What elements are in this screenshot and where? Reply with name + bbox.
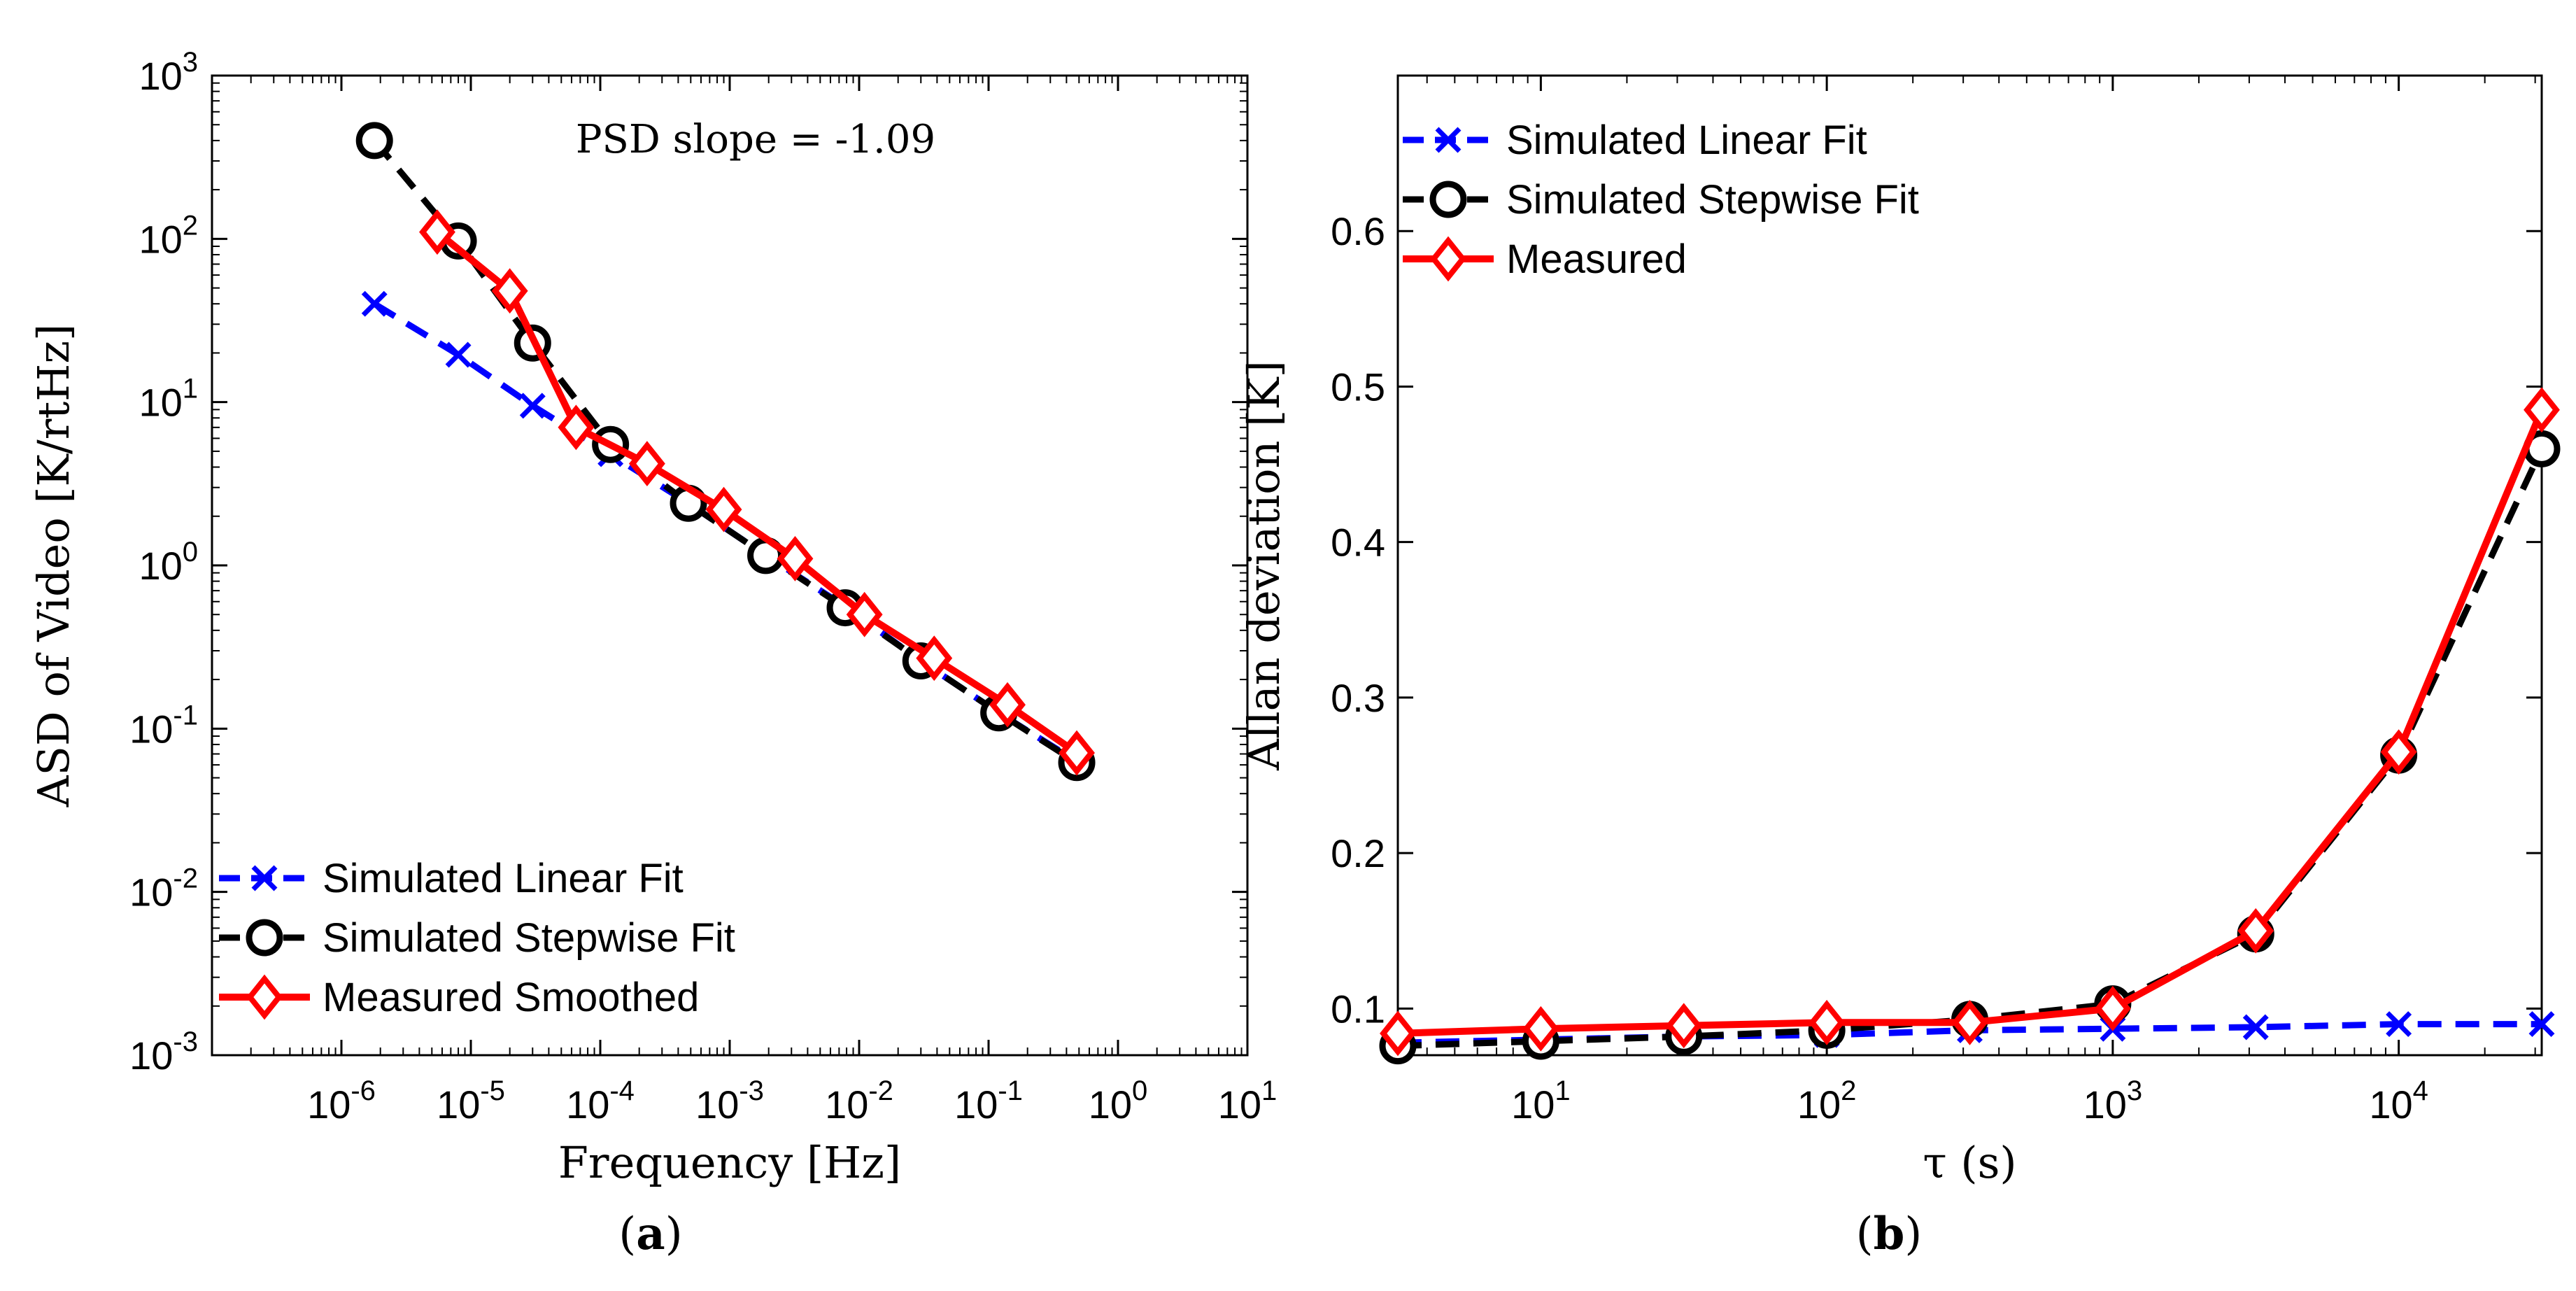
x-tick-label: 10-4	[566, 1075, 635, 1127]
data-point	[355, 122, 393, 160]
data-point	[1059, 730, 1095, 776]
legend-swatch-marker	[246, 919, 283, 957]
y-tick-label: 0.4	[1331, 521, 1385, 565]
x-axis: 101 102 103 104	[1426, 76, 2536, 1127]
legend-swatch-marker-b	[251, 865, 278, 891]
x-tick-label: 101	[1218, 1075, 1278, 1127]
series-simulated-stepwise-fit	[1379, 430, 2561, 1065]
legend-label: Simulated Linear Fit	[1506, 118, 1867, 163]
x-tick-label: 10-1	[954, 1075, 1023, 1127]
y-tick-label: 0.6	[1331, 209, 1385, 253]
data-point-b	[445, 341, 472, 368]
panel-caption: (b)	[1856, 1208, 1923, 1260]
y-tick-label: 10-1	[129, 700, 198, 751]
legend: Simulated Linear Fit Simulated Stepwise F…	[1403, 118, 1919, 282]
y-tick-label: 101	[139, 374, 198, 425]
x-tick-label: 103	[2083, 1075, 2143, 1127]
legend-label: Simulated Linear Fit	[323, 856, 684, 901]
data-point	[628, 441, 665, 486]
x-tick-label: 10-3	[695, 1075, 764, 1127]
y-tick-label: 100	[139, 537, 198, 588]
x-tick-label: 101	[1511, 1075, 1571, 1127]
plot-area	[211, 74, 1249, 1057]
series-line	[1397, 408, 2545, 1037]
data-point	[916, 635, 953, 682]
legend-label: Simulated Stepwise Fit	[1506, 177, 1919, 223]
legend-label: Simulated Stepwise Fit	[323, 915, 735, 961]
series-measured-smoothed	[419, 209, 1095, 776]
y-axis: 0.1 0.2 0.3 0.4 0.5 0.6	[1331, 209, 2542, 1031]
x-tick-label: 10-5	[437, 1075, 505, 1127]
data-point	[558, 404, 595, 451]
data-point-b	[2386, 1011, 2412, 1038]
x-axis: 10-6 10-5 10-4 10-3 10-2 10-1 100 101	[250, 76, 1278, 1127]
data-point	[2524, 387, 2560, 433]
data-point	[846, 591, 883, 637]
legend-swatch-marker	[246, 974, 283, 1020]
y-axis-label: ASD of Video [K/rtHz]	[28, 324, 79, 807]
data-point	[777, 535, 814, 581]
data-point-b	[519, 393, 546, 419]
x-tick-label: 100	[1089, 1075, 1148, 1127]
data-point	[2237, 908, 2274, 954]
data-point	[705, 486, 742, 532]
data-point	[1809, 999, 1846, 1045]
series-measured	[1380, 387, 2560, 1057]
x-tick-label: 104	[2369, 1075, 2428, 1127]
y-tick-label: 10-2	[129, 863, 198, 915]
series-line	[434, 229, 1079, 756]
chart-panel-b: 101 102 103 104 0.1 0.2 0.3 0.4 0.5 0.6 τ (s) Allan…	[1238, 74, 2561, 1260]
y-axis-label: Allan deviation [K]	[1238, 360, 1289, 771]
data-point	[1522, 1006, 1559, 1052]
legend-label: Measured	[1506, 237, 1687, 282]
y-tick-label: 10-3	[129, 1027, 198, 1078]
y-tick-label: 0.5	[1331, 365, 1385, 409]
x-tick-label: 10-6	[307, 1075, 376, 1127]
y-tick-label: 103	[139, 47, 198, 98]
data-point	[1665, 1003, 1702, 1049]
series-line	[1397, 447, 2545, 1050]
panel-caption: (a)	[618, 1208, 682, 1260]
legend-label: Measured Smoothed	[323, 975, 699, 1020]
plot-area	[1396, 74, 2543, 1057]
data-point-b	[2528, 1011, 2555, 1038]
x-tick-label: 10-2	[825, 1075, 893, 1127]
series-line	[371, 139, 1079, 766]
data-point-b	[361, 290, 388, 317]
data-point	[419, 209, 455, 255]
data-point	[1951, 999, 1988, 1045]
data-point	[1380, 1010, 1416, 1057]
legend: Simulated Linear Fit Simulated Stepwise F…	[219, 856, 735, 1020]
x-axis-label: Frequency [Hz]	[558, 1137, 901, 1188]
y-tick-label: 0.1	[1331, 987, 1385, 1031]
slope-annotation: PSD slope = -1.09	[576, 117, 935, 162]
legend-swatch-marker	[1430, 236, 1466, 282]
data-point-b	[2242, 1014, 2269, 1040]
series-line	[372, 301, 1079, 765]
legend-swatch-marker	[1429, 181, 1467, 218]
data-point	[989, 682, 1026, 728]
series-simulated-stepwise-fit	[355, 122, 1096, 782]
x-tick-label: 102	[1797, 1075, 1857, 1127]
y-tick-label: 0.2	[1331, 831, 1385, 875]
chart-panel-a: 10-6 10-5 10-4 10-3 10-2 10-1 100 10110-310-210…	[28, 47, 1277, 1260]
data-point	[2380, 729, 2417, 775]
data-point	[2094, 985, 2131, 1031]
data-point	[491, 268, 528, 314]
legend-swatch-marker-b	[1435, 127, 1462, 153]
y-axis: 10-3 10-2 10-1 100 101 102 103	[129, 47, 1247, 1078]
x-axis-label: τ (s)	[1923, 1137, 2016, 1188]
y-tick-label: 0.3	[1331, 676, 1385, 720]
y-tick-label: 102	[139, 210, 198, 261]
